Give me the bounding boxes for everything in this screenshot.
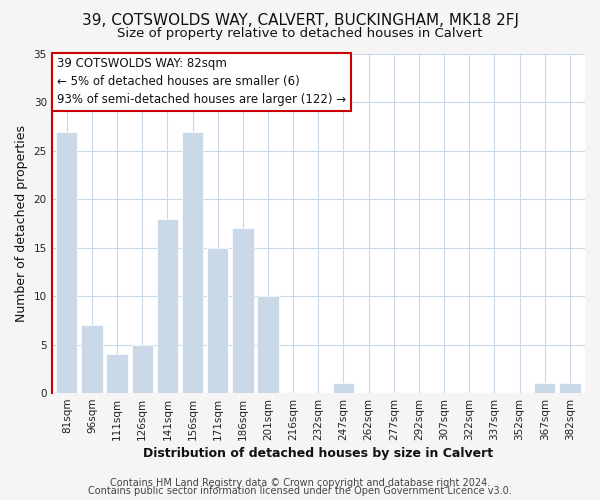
- Bar: [81, 326, 103, 393]
- Text: 39, COTSWOLDS WAY, CALVERT, BUCKINGHAM, MK18 2FJ: 39, COTSWOLDS WAY, CALVERT, BUCKINGHAM, …: [82, 12, 518, 28]
- Bar: [534, 384, 556, 393]
- Bar: [232, 228, 254, 393]
- Bar: [131, 344, 153, 393]
- Bar: [559, 384, 581, 393]
- Text: Contains HM Land Registry data © Crown copyright and database right 2024.: Contains HM Land Registry data © Crown c…: [110, 478, 490, 488]
- Bar: [56, 132, 77, 393]
- Y-axis label: Number of detached properties: Number of detached properties: [15, 125, 28, 322]
- Bar: [207, 248, 229, 393]
- Bar: [333, 384, 354, 393]
- Bar: [106, 354, 128, 393]
- X-axis label: Distribution of detached houses by size in Calvert: Distribution of detached houses by size …: [143, 447, 493, 460]
- Text: Size of property relative to detached houses in Calvert: Size of property relative to detached ho…: [117, 28, 483, 40]
- Bar: [157, 218, 178, 393]
- Bar: [182, 132, 203, 393]
- Text: 39 COTSWOLDS WAY: 82sqm
← 5% of detached houses are smaller (6)
93% of semi-deta: 39 COTSWOLDS WAY: 82sqm ← 5% of detached…: [57, 58, 346, 106]
- Bar: [257, 296, 279, 393]
- Text: Contains public sector information licensed under the Open Government Licence v3: Contains public sector information licen…: [88, 486, 512, 496]
